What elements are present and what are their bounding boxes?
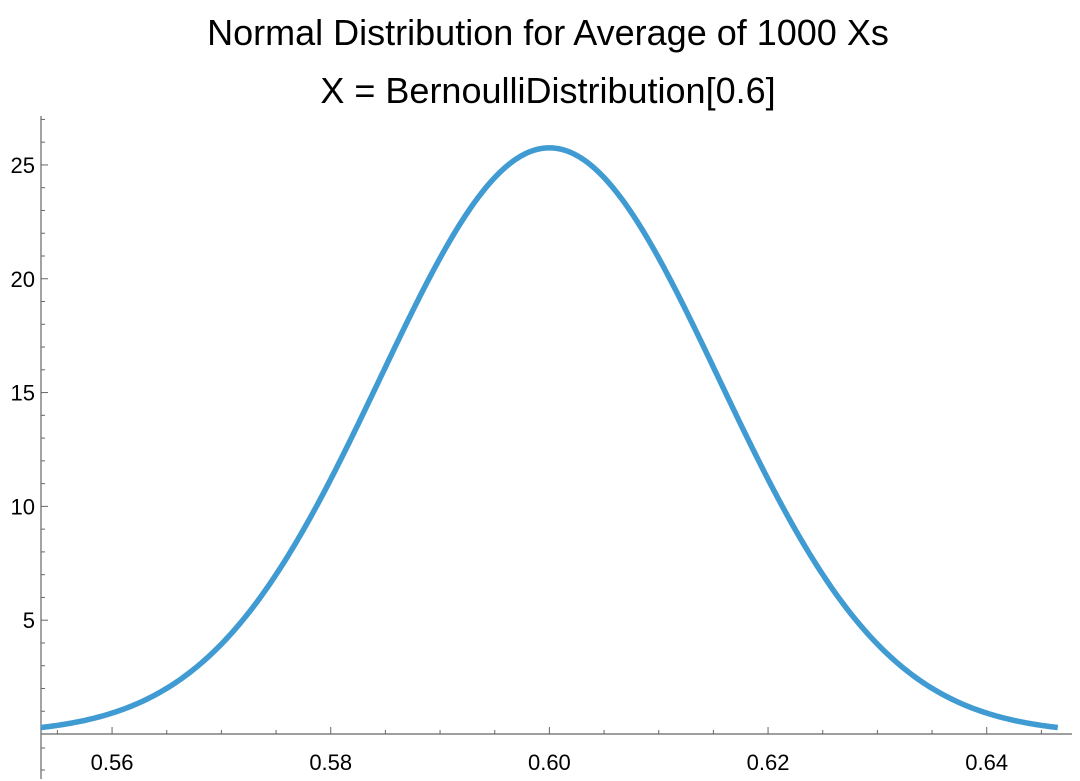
x-tick-label: 0.64 <box>965 750 1008 775</box>
y-tick-label: 20 <box>11 267 35 292</box>
y-tick-label: 15 <box>11 381 35 406</box>
chart-subtitle: X = BernoulliDistribution[0.6] <box>320 70 775 111</box>
y-tick-label: 25 <box>11 153 35 178</box>
x-tick-label: 0.62 <box>747 750 790 775</box>
x-tick-label: 0.58 <box>309 750 352 775</box>
x-tick-label: 0.56 <box>91 750 134 775</box>
pdf-curve <box>40 145 1059 731</box>
y-tick-label: 10 <box>11 494 35 519</box>
y-tick-label: 5 <box>23 608 35 633</box>
x-tick-label: 0.60 <box>528 750 571 775</box>
chart-title: Normal Distribution for Average of 1000 … <box>207 12 889 53</box>
